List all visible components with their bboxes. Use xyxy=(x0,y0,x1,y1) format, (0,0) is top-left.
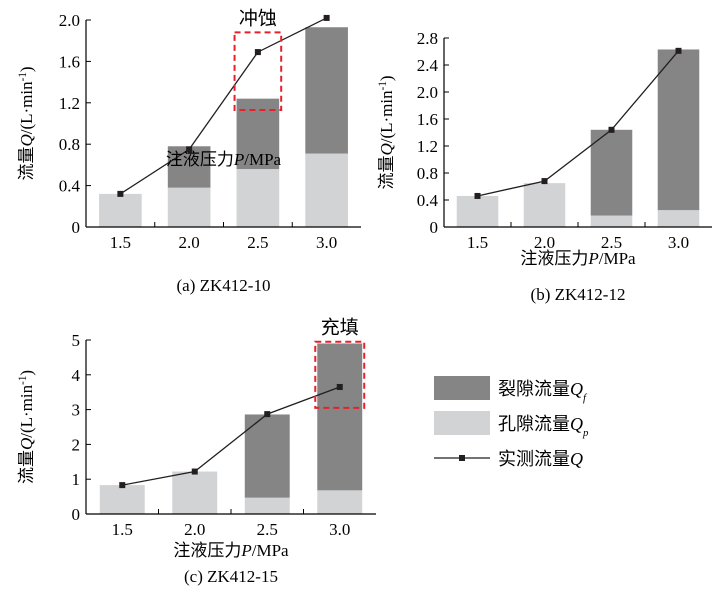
y-tick-label: 1.6 xyxy=(417,110,438,129)
chart-caption: (a) ZK412-10 xyxy=(177,276,271,295)
measured-line xyxy=(122,386,340,486)
annotation-box xyxy=(314,340,366,409)
measured-point-1.5 xyxy=(117,190,124,197)
y-tick-label: 4 xyxy=(72,366,81,385)
y-tick-label: 0 xyxy=(72,505,81,524)
x-tick-label: 1.5 xyxy=(467,233,488,252)
measured-point-2.0 xyxy=(186,146,193,153)
y-axis-label: 流量Q/(L·min-1) xyxy=(377,75,397,189)
legend-label: 实测流量Q xyxy=(498,449,583,470)
bar-pore-3.0 xyxy=(305,153,348,227)
y-tick-label: 3 xyxy=(72,401,81,420)
chart-zk412-12: 0 0.4 0.8 1.2 1.6 2.0 2.4 2.8 1.5 2.0 2.5 3.0 注液压力P/… xyxy=(377,29,712,304)
y-tick-label: 1 xyxy=(72,470,81,489)
measured-point-2.5 xyxy=(608,126,615,133)
measured-point-3.0 xyxy=(323,14,330,21)
y-tick-label: 0.4 xyxy=(417,191,439,210)
bar-pore-2.5 xyxy=(590,215,633,227)
y-axis-label: 流量Q/(L·min-1) xyxy=(17,370,37,484)
bar-crack-3.0 xyxy=(305,27,348,154)
bar-pore-1.5 xyxy=(456,195,499,227)
chart-caption: (c) ZK412-15 xyxy=(184,567,278,586)
measured-point-2.0 xyxy=(541,178,548,185)
legend-label: 孔隙流量Qp xyxy=(498,414,589,439)
y-tick-label: 2.4 xyxy=(417,56,439,75)
y-tick-label: 2.0 xyxy=(59,11,80,30)
legend-swatch-p xyxy=(434,411,490,435)
bar-pore-2.0 xyxy=(167,187,211,227)
measured-point-2.0 xyxy=(191,468,198,475)
legend: 裂隙流量Qf 孔隙流量Qp 实测流量Q xyxy=(434,376,589,470)
x-tick-label: 2.5 xyxy=(247,233,268,252)
y-tick-label: 0 xyxy=(72,218,81,237)
y-tick-label: 1.2 xyxy=(417,137,438,156)
measured-line xyxy=(120,17,327,195)
bar-pore-1.5 xyxy=(99,193,142,227)
bar-crack-2.5 xyxy=(590,129,633,216)
x-tick-label: 2.0 xyxy=(179,233,200,252)
y-tick-label: 0.8 xyxy=(417,164,438,183)
annotation-label: 冲蚀 xyxy=(239,7,277,29)
x-tick-label: 2.5 xyxy=(257,520,278,539)
bar-pore-2.0 xyxy=(523,183,566,227)
y-tick-label: 1.6 xyxy=(59,52,80,71)
y-tick-label: 5 xyxy=(72,331,81,350)
bar-pore-1.5 xyxy=(99,485,145,514)
x-axis-label: 注液压力P/MPa xyxy=(173,541,289,561)
legend-label: 裂隙流量Qf xyxy=(498,379,588,404)
y-tick-label: 2 xyxy=(72,435,81,454)
bar-crack-2.5 xyxy=(244,414,290,498)
y-tick-label: 0.4 xyxy=(59,177,81,196)
legend-marker xyxy=(459,455,465,461)
y-tick-label: 2.0 xyxy=(417,83,438,102)
bar-crack-2.0 xyxy=(167,146,211,188)
x-tick-label: 2.0 xyxy=(534,233,555,252)
bar-pore-3.0 xyxy=(657,210,700,227)
y-tick-label: 0 xyxy=(430,218,439,237)
x-axis-label: 注液压力P/MPa xyxy=(166,150,282,170)
measured-point-3.0 xyxy=(336,383,343,390)
measured-line xyxy=(477,50,679,197)
annotation-label: 充填 xyxy=(321,317,359,339)
x-tick-label: 3.0 xyxy=(668,233,689,252)
x-tick-label: 3.0 xyxy=(329,520,350,539)
chart-zk412-15: 0 1 2 3 4 5 1.5 2.0 2.5 3.0 注液压力P/MPa 流量Q/(L·min-1)… xyxy=(17,317,376,586)
bar-pore-2.5 xyxy=(236,169,280,227)
measured-point-2.5 xyxy=(254,49,261,56)
chart-zk412-10: 0 0.4 0.8 1.2 1.6 2.0 1.5 2.0 2.5 3.0 注液压力P/MPa 流量Q… xyxy=(17,7,361,295)
measured-point-3.0 xyxy=(675,47,682,54)
chart-caption: (b) ZK412-12 xyxy=(531,285,626,304)
measured-point-2.5 xyxy=(264,411,271,418)
bar-pore-3.0 xyxy=(317,490,363,514)
x-axis-label: 注液压力P/MPa xyxy=(520,249,636,269)
bar-pore-2.0 xyxy=(172,471,218,514)
x-tick-label: 1.5 xyxy=(112,520,133,539)
y-tick-label: 0.8 xyxy=(59,135,80,154)
x-tick-label: 2.0 xyxy=(184,520,205,539)
bar-crack-3.0 xyxy=(657,49,700,211)
x-tick-label: 3.0 xyxy=(316,233,337,252)
y-tick-label: 2.8 xyxy=(417,29,438,48)
bar-crack-3.0 xyxy=(317,343,363,491)
legend-swatch-f xyxy=(434,376,490,400)
y-tick-label: 1.2 xyxy=(59,94,80,113)
bar-pore-2.5 xyxy=(244,497,290,514)
y-axis-label: 流量Q/(L·min-1) xyxy=(17,66,37,180)
x-tick-label: 2.5 xyxy=(601,233,622,252)
measured-point-1.5 xyxy=(119,482,126,489)
x-tick-label: 1.5 xyxy=(110,233,131,252)
annotation-box xyxy=(233,31,283,112)
measured-point-1.5 xyxy=(474,192,481,199)
